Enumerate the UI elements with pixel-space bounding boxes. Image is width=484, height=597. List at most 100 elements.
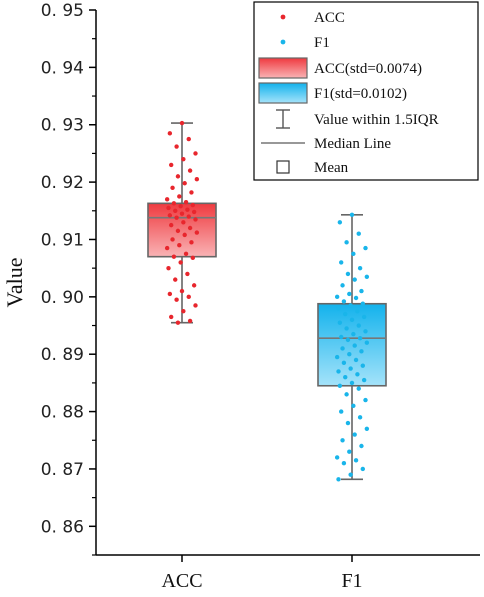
data-point [343,374,348,380]
data-point [351,251,356,257]
data-point [343,311,348,317]
iqr-box [317,302,387,387]
data-point [190,202,195,208]
data-points-acc [164,120,200,325]
data-point [185,207,190,212]
data-point [173,208,178,213]
data-point [178,204,183,209]
data-point [179,120,185,126]
legend-box-icon [258,57,308,79]
data-point [171,254,177,259]
data-point [352,343,357,348]
y-tick-label: 0. 91 [41,230,84,250]
box-acc [147,120,217,325]
data-point [336,369,341,374]
data-point [173,277,178,282]
data-point [351,331,356,337]
y-tick-label: 0. 86 [41,517,84,537]
data-point [359,443,364,449]
data-point [167,213,173,218]
legend-label: F1(std=0.0102) [314,86,407,102]
axes: 0. 86 0. 87 0. 88 0. 89 0. 90 0. 91 0. 92 0. 93… [2,1,480,592]
legend: ACC F1 ACC(std=0.0074) F1(std=0.0102) Value … [253,1,479,181]
data-point [337,383,343,388]
data-point [170,185,175,191]
legend-point-icon [280,39,286,45]
data-point [181,156,186,162]
data-point [357,415,363,420]
data-point [181,308,186,314]
data-point [336,306,341,311]
y-tick-label: 0. 90 [41,288,84,308]
data-point [357,335,363,341]
legend-label: Median Line [314,136,391,152]
data-point [363,329,368,334]
data-point [170,237,175,242]
data-point [193,151,198,156]
data-point [181,220,186,225]
data-point [189,190,194,195]
data-point [178,260,183,265]
y-tick-label: 0. 94 [41,58,84,78]
data-point [359,349,364,354]
data-point [174,144,179,149]
data-point [193,217,198,222]
data-point [175,320,181,325]
y-tick-label: 0. 93 [41,116,84,136]
data-point [182,181,187,186]
data-point [340,346,345,351]
legend-item: F1 [280,35,330,51]
data-point [339,409,344,414]
data-point [364,426,370,431]
data-point [361,314,367,320]
data-point [186,214,191,219]
data-point [164,197,170,202]
data-point [344,326,349,331]
data-point [169,162,174,168]
data-point [334,294,340,300]
y-tick-label: 0. 87 [41,460,84,480]
data-point [345,420,351,426]
legend-item: Mean [276,160,349,176]
y-tick-label: 0. 88 [41,403,84,423]
legend-label: Value within 1.5IQR [314,112,439,128]
data-point [364,340,370,345]
data-point [348,366,353,371]
data-point [353,295,359,301]
legend-box-icon [258,82,308,104]
data-point [339,334,344,340]
data-point [190,255,195,261]
data-point [355,372,360,377]
data-point [183,251,189,257]
data-point [356,231,361,236]
data-point [187,225,193,231]
data-point [345,337,351,343]
data-point [166,265,171,271]
data-point [164,245,170,251]
data-point [352,432,357,437]
legend-item: ACC [280,10,345,26]
data-point [364,274,370,279]
data-point [169,314,174,320]
data-point [347,352,352,357]
legend-item: F1(std=0.0102) [258,82,407,104]
data-point [174,215,179,220]
data-point [351,403,356,409]
x-tick-label: F1 [341,570,362,592]
y-axis-title: Value [2,257,27,307]
data-point [336,477,341,482]
legend-label: F1 [314,35,330,51]
legend-label: Mean [314,160,349,176]
data-point [169,222,174,228]
data-point [360,301,365,306]
data-point [175,228,181,234]
data-point [353,357,359,363]
data-point [187,168,193,173]
data-point [348,303,353,308]
data-point [167,131,173,136]
data-point [340,283,345,288]
data-point [175,174,181,179]
box-f1 [317,212,387,482]
data-point [191,209,197,215]
data-point [171,201,177,206]
